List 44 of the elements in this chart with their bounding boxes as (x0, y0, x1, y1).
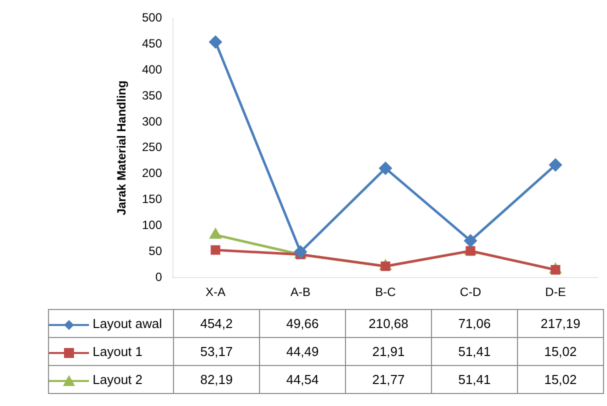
y-tick-label: 500 (142, 10, 162, 25)
point (379, 162, 392, 175)
legend-label: Layout 2 (92, 372, 142, 387)
y-tick-label: 200 (142, 166, 162, 180)
point (466, 246, 476, 256)
point (550, 265, 560, 275)
x-tick-label: B-C (375, 285, 396, 300)
data-label: 21,77 (346, 366, 432, 394)
data-label: 51,41 (432, 338, 518, 366)
y-tick-label: 100 (142, 218, 162, 232)
y-tick-label: 300 (142, 114, 162, 128)
data-label: 454,2 (174, 310, 260, 338)
legend-label: Layout 1 (92, 344, 142, 359)
point (464, 234, 477, 247)
legend-label: Layout awal (92, 316, 162, 331)
data-label: 21,91 (346, 338, 432, 366)
x-tick-label: A-B (290, 285, 311, 300)
data-label: 53,17 (174, 338, 260, 366)
data-label: 210,68 (346, 310, 432, 338)
y-tick-label: 450 (142, 36, 162, 50)
x-tick-label: D-E (545, 285, 566, 300)
data-label: 217,19 (518, 310, 604, 338)
data-label: 82,19 (174, 366, 260, 394)
y-tick-label: 250 (142, 140, 162, 154)
y-tick-label: 400 (142, 62, 162, 76)
data-label: 49,66 (260, 310, 346, 338)
y-tick-label: 0 (155, 270, 162, 284)
data-label: 15,02 (518, 366, 604, 394)
point (209, 36, 222, 48)
x-tick-label: C-D (460, 285, 482, 300)
point (210, 245, 220, 255)
y-tick-label: 150 (142, 192, 162, 206)
y-tick-label: 50 (148, 244, 162, 258)
x-tick-label: X-A (205, 285, 226, 300)
data-label: 44,54 (260, 366, 346, 394)
point (210, 228, 222, 239)
y-tick-label: 350 (142, 88, 162, 102)
point (549, 158, 562, 172)
point (380, 261, 390, 272)
data-label: 71,06 (432, 310, 518, 338)
data-label: 51,41 (432, 366, 518, 394)
data-label: 15,02 (518, 338, 604, 366)
data-label: 44,49 (260, 338, 346, 366)
y-axis-title: Jarak Material Handling (114, 80, 129, 216)
